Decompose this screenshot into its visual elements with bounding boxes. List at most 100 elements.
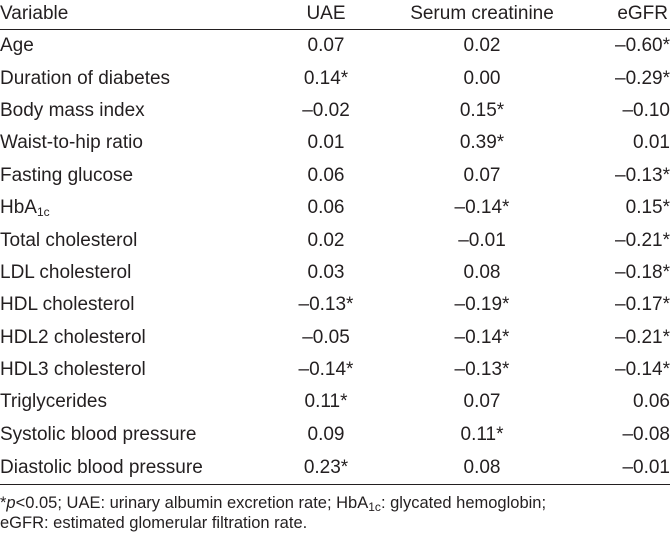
cell-variable: LDL cholesterol (0, 257, 258, 289)
table-row: Age 0.07 0.02 –0.60* (0, 30, 670, 63)
variable-name: Systolic blood pressure (0, 423, 197, 445)
cell-uae: 0.14* (303, 67, 349, 89)
cell-uae: 0.09 (307, 423, 345, 445)
cell-egfr: 0.06 (633, 391, 670, 413)
cell-serum-creatinine: –0.13* (454, 359, 510, 381)
cell-uae: –0.05 (302, 326, 350, 348)
cell-variable: HDL cholesterol (0, 289, 258, 321)
cell-serum-creatinine: 0.39* (459, 132, 505, 154)
cell-serum-creatinine: 0.08 (463, 261, 501, 283)
cell-serum-creatinine: 0.07 (463, 391, 501, 413)
cell-serum-creatinine: –0.14* (454, 197, 510, 219)
cell-egfr: 0.15* (625, 197, 670, 219)
table-row: Duration of diabetes 0.14* 0.00 –0.29* (0, 62, 670, 94)
cell-uae: –0.14* (298, 359, 354, 381)
table-row: Total cholesterol 0.02 –0.01 –0.21* (0, 224, 670, 256)
variable-name: HbA (0, 197, 37, 219)
header-variable: Variable (0, 0, 258, 30)
cell-serum-creatinine: –0.14* (454, 326, 510, 348)
table-row: LDL cholesterol 0.03 0.08 –0.18* (0, 257, 670, 289)
cell-uae: 0.07 (307, 35, 345, 57)
cell-egfr: –0.60* (615, 35, 670, 57)
cell-variable: Waist-to-hip ratio (0, 127, 258, 159)
cell-variable: Fasting glucose (0, 160, 258, 192)
cell-uae: –0.02 (302, 99, 350, 121)
footnote-p: p (6, 494, 16, 512)
variable-name: HDL cholesterol (0, 294, 135, 316)
table-body: Age 0.07 0.02 –0.60* Duration of diabetes 0.1… (0, 30, 670, 486)
table-row: HDL3 cholesterol –0.14* –0.13* –0.14* (0, 354, 670, 386)
cell-egfr: –0.18* (615, 261, 670, 283)
cell-variable: Diastolic blood pressure (0, 451, 258, 486)
table-row: Body mass index –0.02 0.15* –0.10 (0, 95, 670, 127)
cell-variable: Body mass index (0, 95, 258, 127)
table-row: Waist-to-hip ratio 0.01 0.39* 0.01 (0, 127, 670, 159)
cell-serum-creatinine: 0.11* (460, 423, 504, 445)
cell-uae: 0.03 (307, 261, 345, 283)
footnote-star: * (0, 494, 7, 512)
variable-name: Fasting glucose (0, 164, 134, 186)
cell-variable: HDL2 cholesterol (0, 322, 258, 354)
table-row: HDL2 cholesterol –0.05 –0.14* –0.21* (0, 322, 670, 354)
footnote-sub: 1c (368, 500, 381, 514)
variable-name: HDL3 cholesterol (0, 359, 146, 381)
cell-uae: 0.02 (307, 229, 345, 251)
cell-egfr: –0.10 (622, 99, 670, 121)
cell-egfr: –0.08 (622, 423, 670, 445)
table-row: Systolic blood pressure 0.09 0.11* –0.08 (0, 419, 670, 451)
variable-name: Duration of diabetes (0, 67, 171, 89)
footnote-text-2: : glycated hemoglobin; (380, 494, 547, 512)
cell-serum-creatinine: 0.00 (463, 67, 501, 89)
cell-serum-creatinine: 0.08 (394, 451, 570, 486)
table-row: Triglycerides 0.11* 0.07 0.06 (0, 386, 670, 418)
variable-name: Body mass index (0, 99, 145, 121)
cell-uae: 0.23* (258, 451, 394, 486)
header-serum-creatinine: Serum creatinine (394, 0, 570, 30)
cell-uae: 0.11* (304, 391, 348, 413)
cell-uae: –0.13* (298, 294, 354, 316)
cell-uae: 0.06 (307, 164, 345, 186)
cell-variable: Triglycerides (0, 386, 258, 418)
table-row: HDL cholesterol –0.13* –0.19* –0.17* (0, 289, 670, 321)
cell-serum-creatinine: 0.07 (463, 164, 501, 186)
cell-uae: 0.06 (307, 197, 345, 219)
header-egfr: eGFR (570, 0, 670, 30)
header-uae: UAE (258, 0, 394, 30)
cell-variable: HbA1c (0, 192, 258, 224)
cell-egfr: –0.01 (570, 451, 670, 486)
cell-variable: Duration of diabetes (0, 62, 258, 94)
variable-name: Waist-to-hip ratio (0, 132, 143, 154)
variable-name: Triglycerides (0, 391, 107, 413)
cell-egfr: –0.14* (615, 359, 670, 381)
cell-uae: 0.01 (307, 132, 345, 154)
table-row: Fasting glucose 0.06 0.07 –0.13* (0, 160, 670, 192)
cell-variable: Systolic blood pressure (0, 419, 258, 451)
cell-serum-creatinine: 0.02 (463, 35, 501, 57)
table-row: HbA1c 0.06 –0.14* 0.15* (0, 192, 670, 224)
cell-serum-creatinine: –0.01 (458, 229, 506, 251)
cell-egfr: 0.01 (633, 132, 670, 154)
variable-name: Total cholesterol (0, 229, 138, 251)
variable-subscript: 1c (36, 205, 50, 220)
cell-variable: HDL3 cholesterol (0, 354, 258, 386)
cell-serum-creatinine: 0.15* (459, 99, 505, 121)
cell-egfr: –0.21* (615, 326, 670, 348)
table-row: Diastolic blood pressure 0.23* 0.08 –0.01 (0, 451, 670, 486)
cell-egfr: –0.13* (615, 164, 670, 186)
variable-name: Age (0, 35, 34, 57)
variable-name: HDL2 cholesterol (0, 326, 146, 348)
cell-variable: Total cholesterol (0, 224, 258, 256)
footnote-text-1: <0.05; UAE: urinary albumin excretion ra… (15, 494, 369, 512)
correlation-table: Variable UAE Serum creatinine eGFR Age 0.… (0, 0, 670, 486)
table-footnote: *p<0.05; UAE: urinary albumin excretion … (0, 493, 670, 533)
cell-serum-creatinine: –0.19* (454, 294, 510, 316)
variable-name: Diastolic blood pressure (0, 456, 203, 478)
table-header: Variable UAE Serum creatinine eGFR (0, 0, 670, 30)
variable-name: LDL cholesterol (0, 261, 132, 283)
cell-egfr: –0.29* (615, 67, 670, 89)
header-row: Variable UAE Serum creatinine eGFR (0, 0, 670, 30)
cell-variable: Age (0, 30, 258, 63)
cell-egfr: –0.17* (615, 294, 670, 316)
cell-egfr: –0.21* (615, 229, 670, 251)
